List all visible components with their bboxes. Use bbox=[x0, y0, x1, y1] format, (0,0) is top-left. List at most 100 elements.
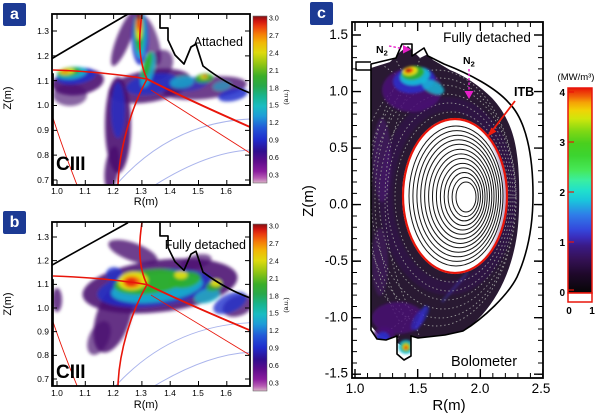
svg-text:1.3: 1.3 bbox=[37, 232, 49, 242]
panel-label-b: b bbox=[3, 211, 26, 234]
svg-text:0.0: 0.0 bbox=[329, 197, 348, 212]
core-flux-surfaces-c bbox=[408, 125, 504, 267]
svg-text:2.4: 2.4 bbox=[269, 50, 279, 57]
itb-arrowhead bbox=[487, 127, 497, 137]
y-tick-labels-a: 1.3 1.2 1.1 1.0 0.9 0.8 0.7 bbox=[37, 26, 49, 185]
colorbar-b-unit: (a.u.) bbox=[283, 297, 290, 312]
n2-injection-upper: N2 bbox=[376, 44, 411, 58]
colorbar-c: (MW/m³) 4 3 2 1 0 0 1 bbox=[558, 72, 596, 317]
svg-text:1.5: 1.5 bbox=[192, 388, 204, 398]
svg-text:1.0: 1.0 bbox=[346, 381, 365, 396]
bolometer-label: Bolometer bbox=[451, 354, 517, 370]
itb-annotation: ITB bbox=[487, 85, 534, 137]
svg-text:1.3: 1.3 bbox=[135, 186, 147, 196]
separatrix-a bbox=[52, 14, 250, 185]
x-axis-label-a: R(m) bbox=[134, 196, 158, 208]
svg-text:0.8: 0.8 bbox=[37, 150, 49, 160]
svg-text:0.8: 0.8 bbox=[37, 350, 49, 360]
emission-heatmap-b bbox=[52, 239, 250, 355]
itb-arrow bbox=[491, 100, 516, 132]
svg-text:2.1: 2.1 bbox=[269, 68, 279, 75]
svg-text:1.1: 1.1 bbox=[79, 186, 91, 196]
panel-label-a: a bbox=[3, 3, 26, 26]
plot-frame-b bbox=[51, 221, 251, 387]
svg-text:0.6: 0.6 bbox=[269, 155, 279, 162]
svg-text:3: 3 bbox=[559, 138, 565, 149]
svg-text:0.5: 0.5 bbox=[329, 140, 348, 155]
svg-text:1.3: 1.3 bbox=[37, 26, 49, 36]
condition-label-a: Attached bbox=[194, 35, 243, 49]
itb-contour bbox=[401, 117, 509, 275]
svg-text:1.5: 1.5 bbox=[409, 381, 428, 396]
svg-text:2.4: 2.4 bbox=[269, 258, 279, 265]
svg-text:1.4: 1.4 bbox=[164, 388, 176, 398]
svg-text:1.2: 1.2 bbox=[269, 328, 279, 335]
svg-text:1.3: 1.3 bbox=[135, 388, 147, 398]
svg-text:-1.0: -1.0 bbox=[325, 310, 348, 325]
species-label-b: CIII bbox=[56, 362, 86, 383]
x-tick-labels-c: 1.0 1.5 2.0 2.5 bbox=[346, 381, 551, 396]
radiation-shell-c bbox=[371, 46, 520, 350]
panel-b-plot: 1.3 1.2 1.1 1.0 0.9 0.8 0.7 1.0 1.1 1.2 … bbox=[2, 221, 290, 411]
svg-text:2.1: 2.1 bbox=[269, 276, 279, 283]
y-tick-labels-c: 1.5 1.0 0.5 0.0 -0.5 -1.0 -1.5 bbox=[325, 27, 348, 381]
svg-text:1.6: 1.6 bbox=[220, 388, 232, 398]
vessel-wall-c-notch bbox=[355, 61, 371, 71]
svg-text:0.9: 0.9 bbox=[37, 125, 49, 135]
emission-heatmap-c bbox=[372, 65, 469, 354]
colorbar-a-ticks: 3.0 2.7 2.4 2.1 1.8 1.5 1.2 0.9 0.6 0.3 bbox=[269, 16, 279, 180]
svg-text:3.0: 3.0 bbox=[269, 16, 279, 23]
species-label-a: CIII bbox=[56, 154, 86, 175]
svg-text:1.5: 1.5 bbox=[269, 311, 279, 318]
x-axis-label-c: R(m) bbox=[432, 397, 465, 414]
svg-text:0.9: 0.9 bbox=[269, 138, 279, 145]
axis-ticks-a bbox=[52, 14, 250, 185]
emission-heatmap-a bbox=[52, 14, 248, 185]
svg-text:1.8: 1.8 bbox=[269, 85, 279, 92]
y-tick-labels-b: 1.3 1.2 1.1 1.0 0.9 0.8 0.7 bbox=[37, 232, 49, 384]
svg-text:0.7: 0.7 bbox=[37, 374, 49, 384]
vessel-wall-a bbox=[52, 14, 250, 185]
x-tick-labels-a: 1.0 1.1 1.2 1.3 1.4 1.5 1.6 bbox=[51, 186, 232, 196]
svg-text:ITB: ITB bbox=[514, 85, 534, 99]
svg-text:1.0: 1.0 bbox=[51, 388, 63, 398]
svg-text:4: 4 bbox=[559, 88, 565, 99]
axis-ticks-c bbox=[352, 22, 544, 378]
svg-text:1.1: 1.1 bbox=[37, 76, 49, 86]
y-axis-label-b: Z(m) bbox=[2, 292, 14, 315]
plot-frame-a bbox=[51, 13, 251, 186]
svg-text:0: 0 bbox=[559, 288, 565, 299]
svg-text:1.0: 1.0 bbox=[51, 186, 63, 196]
svg-text:N2: N2 bbox=[463, 55, 475, 69]
panel-a-plot: 1.3 1.2 1.1 1.0 0.9 0.8 0.7 1.0 1.1 1.2 … bbox=[2, 13, 290, 208]
svg-text:1.2: 1.2 bbox=[269, 120, 279, 127]
svg-text:0.9: 0.9 bbox=[37, 327, 49, 337]
svg-text:2: 2 bbox=[559, 188, 565, 199]
svg-text:-0.5: -0.5 bbox=[325, 253, 348, 268]
svg-text:-1.5: -1.5 bbox=[325, 366, 348, 381]
colorbar-c-tickmarks bbox=[568, 91, 574, 291]
svg-text:0: 0 bbox=[566, 306, 572, 317]
svg-text:1: 1 bbox=[559, 238, 565, 249]
panel-label-c: c bbox=[310, 2, 333, 25]
colorbar-a-unit: (a.u.) bbox=[283, 89, 290, 104]
svg-text:N2: N2 bbox=[376, 44, 388, 58]
colorbar-b-ticks: 3.0 2.7 2.4 2.1 1.8 1.5 1.2 0.9 0.6 0.3 bbox=[269, 224, 279, 388]
svg-text:1.2: 1.2 bbox=[107, 186, 119, 196]
condition-label-b: Fully detached bbox=[165, 238, 246, 252]
svg-text:2.5: 2.5 bbox=[532, 381, 551, 396]
svg-text:1.6: 1.6 bbox=[220, 186, 232, 196]
svg-text:1.1: 1.1 bbox=[79, 388, 91, 398]
svg-text:1.5: 1.5 bbox=[192, 186, 204, 196]
y-axis-label-c: Z(m) bbox=[300, 185, 317, 217]
svg-text:0.7: 0.7 bbox=[37, 175, 49, 185]
svg-text:1.1: 1.1 bbox=[37, 279, 49, 289]
plot-frame-c bbox=[351, 21, 544, 379]
svg-text:1.8: 1.8 bbox=[269, 293, 279, 300]
svg-text:1.4: 1.4 bbox=[164, 186, 176, 196]
x-axis-label-b: R(m) bbox=[134, 399, 158, 411]
svg-text:2.7: 2.7 bbox=[269, 33, 279, 40]
colorbar-c-subscale-box bbox=[567, 292, 593, 303]
